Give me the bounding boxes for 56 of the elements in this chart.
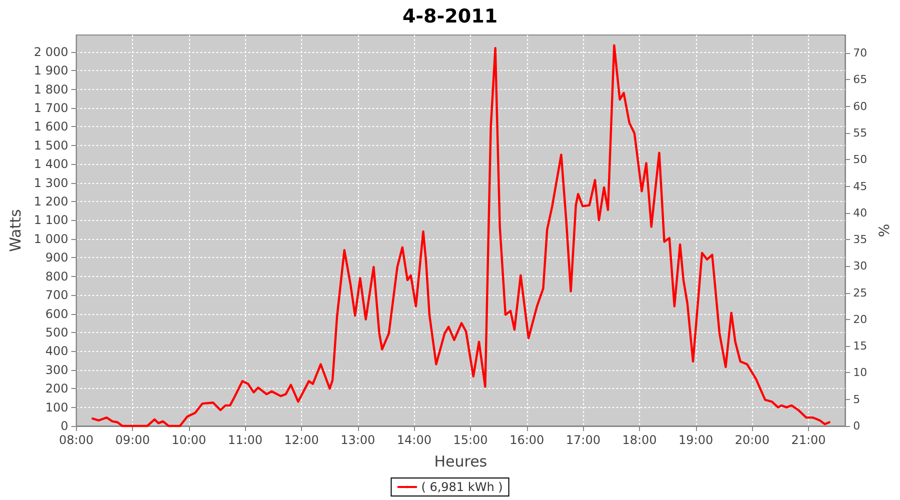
- y2-tick-label: 60: [853, 100, 868, 113]
- y2-tick-label: 55: [853, 126, 868, 140]
- y2-tick-label: 30: [853, 260, 868, 273]
- y2-axis-title: %: [877, 224, 893, 238]
- y-tick-label: 100: [45, 400, 68, 414]
- chart-title: 4-8-2011: [402, 6, 498, 28]
- y2-tick-label: 5: [853, 392, 860, 406]
- y-tick-label: 200: [45, 382, 68, 396]
- x-tick-label: 13:00: [340, 433, 376, 447]
- y-tick-label: 1 700: [34, 100, 68, 115]
- x-tick-label: 18:00: [622, 433, 657, 447]
- x-axis-title: Heures: [434, 452, 488, 470]
- y2-tick-label: 40: [853, 206, 868, 220]
- y-tick-label: 900: [45, 250, 68, 265]
- y2-tick-label: 35: [853, 233, 868, 246]
- x-tick-label: 20:00: [734, 433, 770, 447]
- x-tick-label: 08:00: [58, 433, 94, 447]
- y-tick-label: 1 600: [34, 120, 68, 134]
- y-tick-label: 1 200: [34, 194, 68, 208]
- y-tick-label: 500: [45, 325, 68, 340]
- legend-label: ( 6,981 kWh ): [421, 480, 503, 494]
- y2-tick-label: 45: [853, 180, 868, 193]
- y-tick-label: 300: [45, 362, 68, 377]
- y-tick-label: 600: [45, 306, 68, 321]
- y-tick-label: 1 900: [34, 64, 68, 78]
- y2-tick-label: 10: [853, 366, 868, 380]
- y-tick-label: 400: [45, 344, 68, 358]
- line-series: [91, 44, 830, 428]
- x-tick-label: 14:00: [396, 433, 432, 447]
- y-tick-label: 800: [45, 269, 68, 284]
- x-tick-label: 12:00: [284, 433, 319, 447]
- y-tick-label: 1 000: [34, 232, 68, 246]
- y-tick-label: 1 500: [34, 138, 68, 152]
- y-tick-label: 1 100: [34, 213, 68, 228]
- y-axis-title: Watts: [6, 209, 24, 252]
- x-tick-label: 11:00: [228, 433, 263, 447]
- x-tick-label: 21:00: [791, 433, 826, 447]
- y-tick-label: 1 300: [34, 176, 68, 190]
- x-tick-label: 19:00: [678, 433, 714, 447]
- y2-tick-label: 65: [853, 73, 868, 86]
- y-tick-label: 0: [60, 419, 68, 433]
- y-tick-label: 1 400: [34, 157, 68, 172]
- x-tick-label: 16:00: [510, 433, 544, 447]
- y2-tick-label: 15: [853, 340, 868, 353]
- x-tick-label: 15:00: [453, 433, 488, 447]
- y2-tick-label: 0: [853, 420, 860, 432]
- y2-tick-label: 50: [853, 153, 868, 166]
- y-tick-label: 1 800: [34, 82, 68, 96]
- y-tick-label: 2 000: [34, 44, 68, 59]
- x-tick-label: 09:00: [115, 433, 150, 447]
- y2-tick-label: 70: [853, 46, 868, 60]
- x-tick-label: 17:00: [566, 433, 600, 447]
- y2-tick-label: 20: [853, 312, 868, 326]
- x-tick-label: 10:00: [172, 433, 206, 447]
- y2-tick-label: 25: [853, 286, 868, 300]
- y-tick-label: 700: [45, 288, 68, 302]
